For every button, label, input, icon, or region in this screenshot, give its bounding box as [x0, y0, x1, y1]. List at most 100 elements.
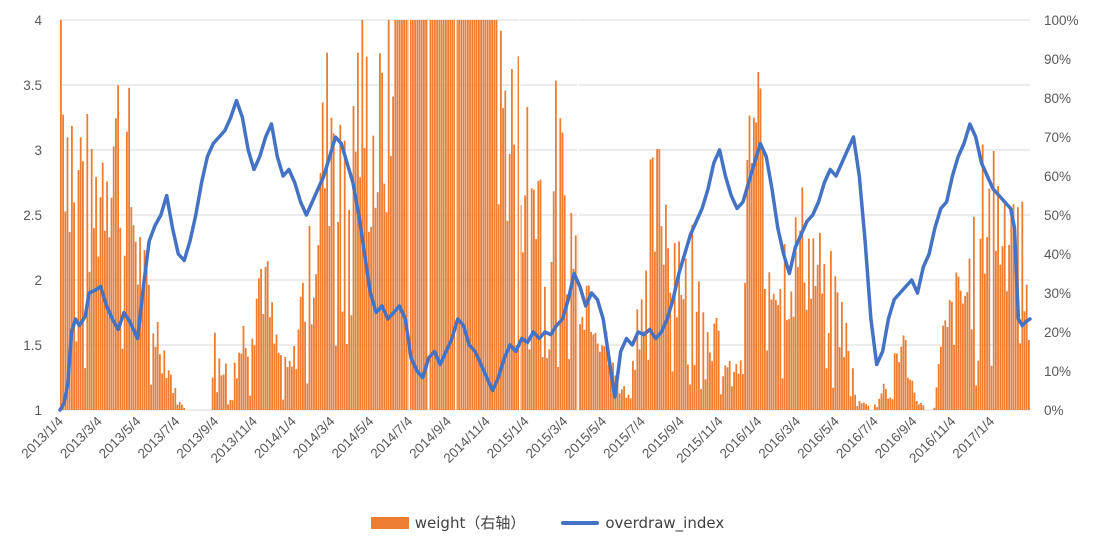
weight-bar — [984, 274, 986, 410]
weight-bar — [480, 20, 482, 410]
weight-bar — [595, 333, 597, 410]
weight-bar — [999, 265, 1001, 410]
weight-bar — [559, 118, 561, 410]
weight-bar — [645, 271, 647, 410]
weight-bar — [951, 302, 953, 410]
weight-bar — [216, 392, 218, 410]
weight-bar — [322, 103, 324, 411]
weight-bar — [507, 221, 509, 410]
weight-bar — [412, 20, 414, 410]
weight-bar — [672, 372, 674, 410]
weight-bar — [988, 189, 990, 410]
weight-bar — [249, 396, 251, 410]
weight-bar — [790, 291, 792, 410]
weight-bar — [223, 374, 225, 410]
weight-bar — [309, 226, 311, 410]
weight-bar — [344, 141, 346, 410]
weight-bar — [115, 118, 117, 410]
weight-bar — [130, 207, 132, 410]
weight-bar — [826, 368, 828, 410]
weight-bar — [273, 344, 275, 410]
weight-bar — [234, 363, 236, 410]
weight-bar — [647, 360, 649, 410]
weight-bar — [749, 115, 751, 410]
legend-overdraw: overdraw_index — [561, 512, 724, 533]
weight-bar — [914, 393, 916, 410]
weight-bar — [339, 125, 341, 410]
weight-bar — [623, 386, 625, 410]
weight-bar — [166, 378, 168, 410]
weight-bar — [784, 244, 786, 410]
weight-bar — [214, 333, 216, 410]
weight-bar — [526, 107, 528, 410]
weight-bar — [909, 380, 911, 410]
weight-bar — [524, 195, 526, 410]
left-tick-label: 4 — [34, 13, 42, 28]
weight-bar — [262, 314, 264, 410]
weight-bar — [311, 324, 313, 410]
weight-bar — [141, 302, 143, 410]
weight-bar — [159, 354, 161, 410]
weight-bar — [777, 305, 779, 410]
right-tick-label: 0% — [1044, 403, 1064, 418]
weight-bar — [364, 148, 366, 410]
weight-bar — [392, 96, 394, 410]
weight-bar — [764, 289, 766, 410]
weight-bar — [95, 177, 97, 410]
weight-bar — [634, 370, 636, 410]
weight-bar — [804, 283, 806, 410]
right-tick-label: 90% — [1044, 52, 1071, 67]
weight-bar — [709, 352, 711, 410]
legend-weight-label: weight（右轴） — [415, 512, 526, 533]
weight-bar — [381, 73, 383, 410]
weight-bar — [762, 151, 764, 410]
weight-bar — [568, 359, 570, 410]
weight-bar — [570, 213, 572, 410]
weight-bar — [859, 401, 861, 410]
weight-bar — [676, 317, 678, 410]
weight-bar — [564, 195, 566, 410]
weight-bar — [656, 149, 658, 410]
weight-bar — [452, 20, 454, 410]
weight-bar — [628, 395, 630, 410]
weight-bar — [700, 389, 702, 410]
right-tick-label: 30% — [1044, 286, 1071, 301]
weight-bar — [808, 239, 810, 410]
weight-bar — [291, 367, 293, 410]
weight-bar — [573, 269, 575, 410]
weight-bar — [179, 402, 181, 410]
right-tick-label: 10% — [1044, 364, 1071, 379]
weight-bar — [746, 160, 748, 410]
weight-bar — [84, 368, 86, 410]
weight-bar — [449, 20, 451, 410]
weight-bar — [806, 310, 808, 410]
weight-bar — [278, 353, 280, 410]
weight-bar — [1026, 285, 1028, 411]
weight-bar — [641, 299, 643, 410]
weight-bar — [333, 133, 335, 410]
weight-bar — [652, 157, 654, 410]
weight-bar — [729, 361, 731, 410]
weight-bar — [331, 118, 333, 410]
weight-bar — [815, 286, 817, 410]
weight-bar — [542, 357, 544, 410]
weight-bar — [766, 350, 768, 410]
weight-bar — [663, 265, 665, 410]
weight-bar — [366, 57, 368, 410]
weight-bar — [773, 294, 775, 410]
weight-bar — [738, 374, 740, 410]
weight-bar — [867, 406, 869, 410]
weight-bar — [707, 332, 709, 410]
weight-bar — [900, 347, 902, 410]
weight-bar — [212, 378, 214, 410]
weight-bar — [828, 333, 830, 410]
weight-bar — [513, 145, 515, 410]
weight-bar — [122, 349, 124, 410]
weight-bar — [496, 20, 498, 410]
weight-bar — [834, 276, 836, 410]
weight-bar — [221, 375, 223, 410]
weight-bar — [313, 298, 315, 410]
weight-bar — [254, 345, 256, 410]
weight-bar — [60, 20, 62, 410]
weight-bar — [735, 364, 737, 410]
